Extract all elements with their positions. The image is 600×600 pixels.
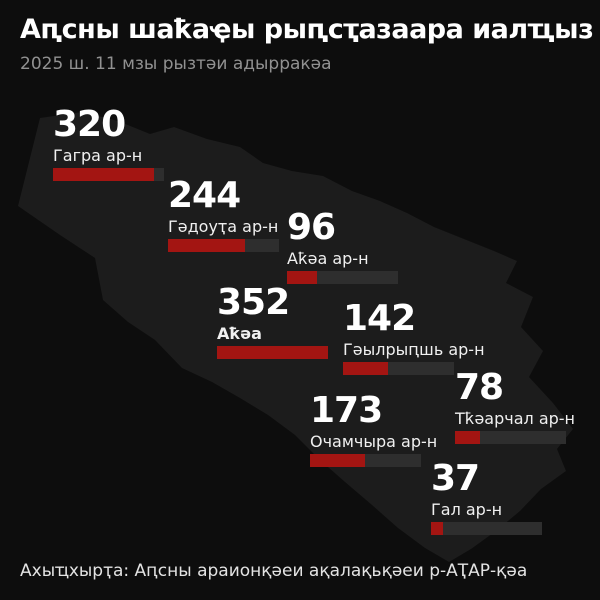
- region-stat-sukhum-city: 352 Аҟәа: [217, 284, 328, 359]
- bar-track: [217, 346, 328, 359]
- bar-track: [53, 168, 164, 181]
- bar-track: [310, 454, 421, 467]
- region-value: 96: [287, 207, 336, 248]
- region-stat-gudauta: 244 Гәдоуҭа ар-н: [168, 177, 279, 252]
- region-stat-gulripsh: 142 Гәылрыԥшь ар-н: [343, 300, 485, 375]
- region-value: 173: [310, 390, 383, 431]
- bar-fill: [310, 454, 365, 467]
- bar-fill: [455, 431, 480, 444]
- region-value: 244: [168, 175, 241, 216]
- bar-fill: [343, 362, 388, 375]
- region-label: Гагра ар-н: [53, 146, 143, 165]
- region-stat-sukhum-district: 96 Аҟәа ар-н: [287, 209, 398, 284]
- header: Аԥсны шаҟаҿы рыԥсҭазаара иалҵыз 2025 ш. …: [20, 14, 594, 74]
- region-label: Очамчыра ар-н: [310, 432, 438, 451]
- region-label: Тҟәарчал ар-н: [455, 409, 576, 428]
- bar-track: [431, 522, 542, 535]
- region-stat-gal: 37 Гал ар-н: [431, 460, 542, 535]
- region-value: 37: [431, 458, 480, 499]
- page-subtitle: 2025 ш. 11 мзы рызтәи адырракәа: [20, 54, 332, 74]
- region-value: 142: [343, 298, 416, 339]
- source-note: Ахыҵхырҭа: Аԥсны араионқәеи ақалақьқәеи …: [20, 561, 528, 581]
- region-label: Аҟәа ар-н: [287, 249, 369, 268]
- bar-track: [168, 239, 279, 252]
- bar-fill: [287, 271, 318, 284]
- region-label: Гал ар-н: [431, 500, 503, 519]
- region-stat-tkuarchal: 78 Тҟәарчал ар-н: [455, 369, 575, 444]
- region-stat-ochamchira: 173 Очамчыра ар-н: [310, 392, 437, 467]
- region-value: 78: [455, 367, 504, 408]
- region-label: Аҟәа: [217, 324, 262, 343]
- page-title: Аԥсны шаҟаҿы рыԥсҭазаара иалҵыз: [20, 14, 594, 45]
- bar-fill: [431, 522, 443, 535]
- bar-fill: [217, 346, 328, 359]
- bar-track: [287, 271, 398, 284]
- region-label: Гәылрыԥшь ар-н: [343, 340, 485, 359]
- region-stat-gagra: 320 Гагра ар-н: [53, 106, 164, 181]
- bar-track: [455, 431, 566, 444]
- bar-fill: [53, 168, 154, 181]
- bar-track: [343, 362, 454, 375]
- region-value: 352: [217, 282, 290, 323]
- region-label: Гәдоуҭа ар-н: [168, 217, 279, 236]
- region-value: 320: [53, 104, 126, 145]
- bar-fill: [168, 239, 245, 252]
